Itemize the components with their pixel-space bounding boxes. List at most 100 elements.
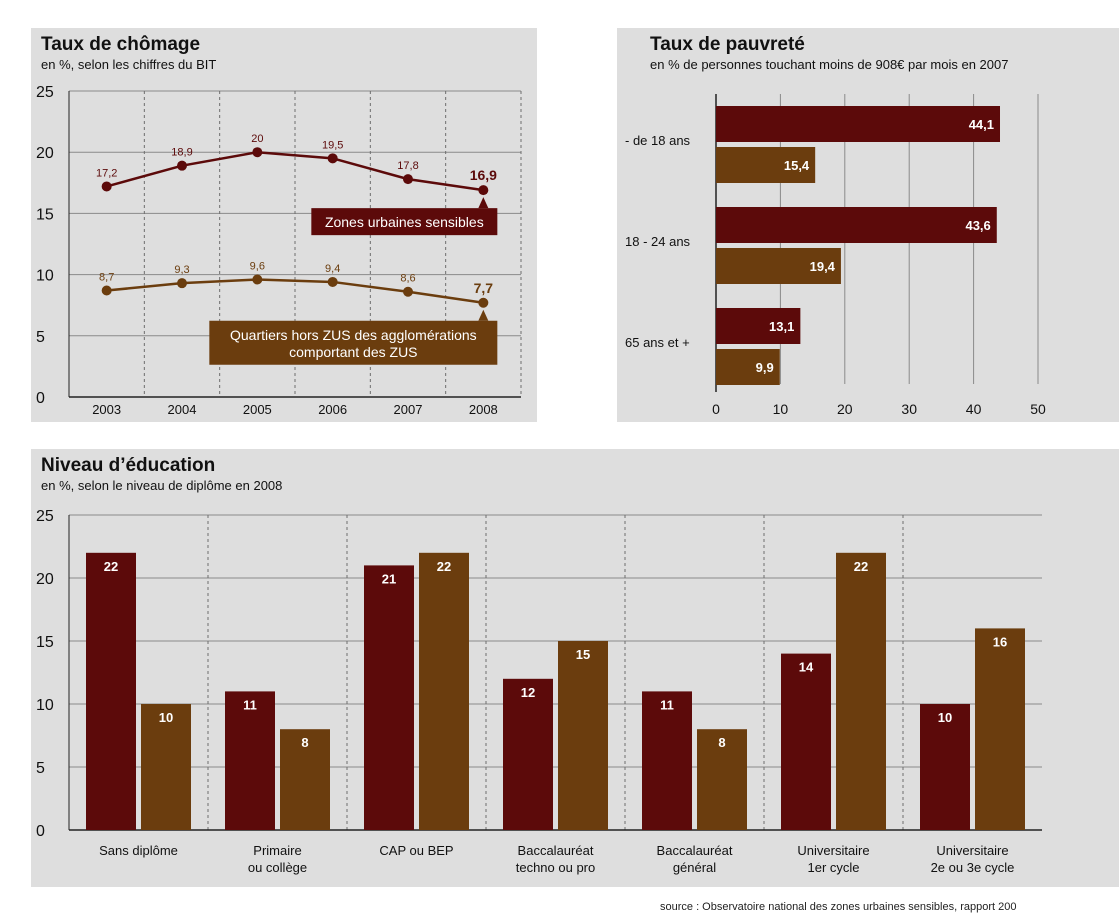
source-note: source : Observatoire national des zones… — [660, 901, 1017, 913]
education-panel: Niveau d’éducation en %, selon le niveau… — [31, 449, 1119, 887]
data-point — [403, 174, 413, 185]
data-label: 17,2 — [96, 167, 117, 179]
category-label: général — [673, 860, 716, 875]
data-label: 8,7 — [99, 272, 114, 284]
bar — [716, 147, 816, 183]
y-tick-label: 5 — [36, 329, 45, 346]
series-legend-label: Quartiers hors ZUS des agglomérations — [230, 327, 477, 343]
y-tick-label: 0 — [36, 390, 45, 407]
x-tick-label: 50 — [1030, 401, 1046, 417]
bar — [503, 678, 553, 830]
bar — [86, 552, 136, 830]
bar-value-label: 10 — [159, 710, 173, 725]
education-title: Niveau d’éducation — [41, 455, 216, 476]
bar-value-label: 12 — [521, 685, 535, 700]
x-tick-label: 40 — [966, 401, 982, 417]
bar-value-label: 22 — [854, 559, 868, 574]
series-legend-label: Zones urbaines sensibles — [325, 214, 484, 230]
bar — [920, 704, 970, 830]
unemployment-subtitle: en %, selon les chiffres du BIT — [41, 57, 217, 72]
y-tick-label: 15 — [36, 206, 54, 223]
unemployment-title: Taux de chômage — [41, 34, 201, 55]
bar-value-label: 9,9 — [756, 360, 774, 375]
bar-value-label: 16 — [993, 634, 1007, 649]
category-label: Baccalauréat — [657, 843, 733, 858]
data-label: 20 — [251, 133, 263, 145]
y-tick-label: 10 — [36, 268, 54, 285]
education-bar-chart: 0 5 10 15 20 25 22 10 Sans diplôme 11 8 Primaire ou … — [36, 508, 1042, 875]
poverty-title: Taux de pauvreté — [650, 34, 805, 55]
y-tick-label: 15 — [36, 634, 54, 651]
bar-value-label: 43,6 — [965, 218, 990, 233]
x-tick-label: 0 — [712, 401, 720, 417]
bar — [642, 691, 692, 830]
category-label: Sans diplôme — [99, 843, 178, 858]
bar — [419, 552, 469, 830]
category-label: - de 18 ans — [625, 133, 691, 148]
y-tick-label: 20 — [36, 571, 54, 588]
series-line — [106, 278, 484, 304]
x-tick-label: 2005 — [243, 402, 272, 417]
series-legend-box — [209, 320, 498, 365]
y-tick-label: 25 — [36, 508, 54, 525]
poverty-panel: Taux de pauvreté en % de personnes touch… — [617, 28, 1119, 422]
bar-value-label: 8 — [301, 735, 308, 750]
data-point — [478, 185, 489, 196]
bar-value-label: 13,1 — [769, 319, 794, 334]
category-label: 65 ans et + — [625, 335, 690, 350]
bar — [225, 691, 275, 830]
data-point — [403, 286, 413, 297]
legend-pointer — [478, 309, 489, 321]
data-label: 9,3 — [174, 264, 189, 276]
bar-value-label: 11 — [243, 697, 257, 712]
bar-value-label: 44,1 — [969, 117, 994, 132]
bar-value-label: 15 — [576, 647, 590, 662]
bar — [716, 349, 780, 385]
data-label: 16,9 — [470, 167, 497, 183]
bar — [716, 207, 997, 243]
data-point — [252, 274, 263, 285]
bar — [836, 552, 886, 830]
poverty-bar-chart: 0 10 20 30 40 50 - de 18 ans 44,1 15,4 18 - 24 an… — [625, 94, 1046, 417]
data-label: 7,7 — [474, 280, 494, 296]
bar — [364, 565, 414, 830]
data-label: 18,9 — [171, 147, 192, 159]
data-point — [177, 160, 187, 171]
bar-value-label: 14 — [799, 660, 814, 675]
category-label: 2e ou 3e cycle — [931, 860, 1015, 875]
data-point — [327, 276, 338, 287]
x-tick-label: 2004 — [168, 402, 197, 417]
series-line — [106, 150, 484, 192]
bar-value-label: 19,4 — [810, 259, 836, 274]
bar-value-label: 22 — [437, 559, 451, 574]
data-label: 8,6 — [400, 273, 415, 285]
x-tick-label: 10 — [773, 401, 789, 417]
bar-value-label: 22 — [104, 559, 118, 574]
data-label: 17,8 — [397, 160, 418, 172]
data-point — [177, 278, 187, 289]
bar — [141, 704, 191, 830]
data-label: 19,5 — [322, 139, 343, 151]
poverty-subtitle: en % de personnes touchant moins de 908€… — [650, 57, 1009, 72]
x-tick-label: 20 — [837, 401, 853, 417]
education-subtitle: en %, selon le niveau de diplôme en 2008 — [41, 478, 283, 493]
data-label: 9,6 — [250, 260, 265, 272]
bar-value-label: 11 — [660, 697, 674, 712]
data-point — [327, 153, 338, 164]
bar — [697, 729, 747, 830]
series-legend-box — [311, 208, 498, 236]
bar-value-label: 10 — [938, 710, 952, 725]
series-legend-label: comportant des ZUS — [289, 344, 417, 360]
data-point — [478, 297, 489, 308]
category-label: 1er cycle — [807, 860, 859, 875]
bar — [781, 653, 831, 830]
data-point — [101, 181, 112, 192]
y-tick-label: 0 — [36, 823, 45, 840]
y-tick-label: 25 — [36, 84, 54, 101]
bar-value-label: 8 — [718, 735, 725, 750]
x-tick-label: 2003 — [92, 402, 121, 417]
bar — [716, 308, 801, 344]
x-tick-label: 2006 — [318, 402, 347, 417]
category-label: CAP ou BEP — [379, 843, 453, 858]
unemployment-panel: Taux de chômage en %, selon les chiffres… — [31, 28, 537, 422]
